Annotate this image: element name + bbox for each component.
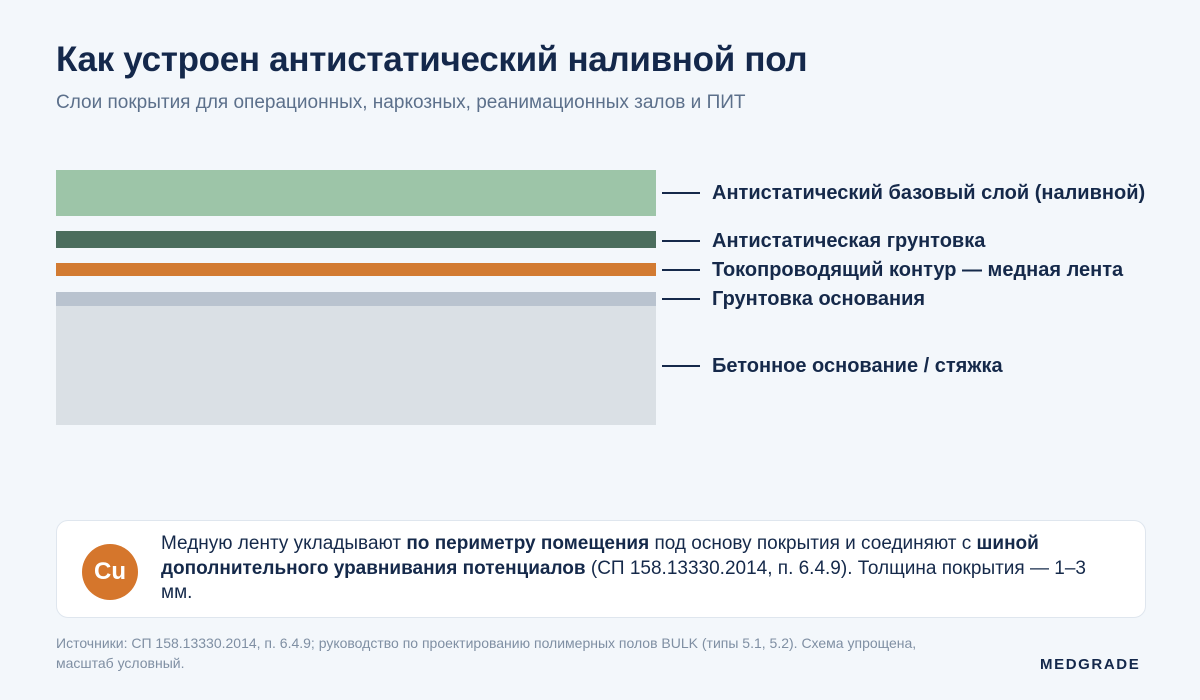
note-text-part: Медную ленту укладывают <box>161 533 407 554</box>
layer-base-coat <box>56 170 656 216</box>
sources-footnote: Источники: СП 158.13330.2014, п. 6.4.9; … <box>56 635 917 671</box>
note-emphasis-bus: шиной дополнительного уравнивания потенц… <box>161 533 1039 579</box>
page-subtitle: Слои покрытия для операционных, наркозны… <box>56 92 746 113</box>
leader-line <box>662 365 700 367</box>
leader-line <box>662 240 700 242</box>
layer-label-antistatic-primer: Антистатическая грунтовка <box>712 230 986 252</box>
leader-line <box>662 298 700 300</box>
copper-badge: Cu <box>82 544 138 600</box>
layer-label-concrete-screed: Бетонное основание / стяжка <box>712 355 1003 377</box>
layer-base-primer <box>56 292 656 306</box>
layer-copper-tape <box>56 263 656 276</box>
note-emphasis-perimeter: по периметру помещения <box>406 533 650 554</box>
note-text-part: (СП 158.13330.2014, п. 6.4.9). Толщина п… <box>161 557 1086 604</box>
copper-note-card: Cu Медную ленту укладывают по периметру … <box>56 520 1146 618</box>
layer-label-copper-tape: Токопроводящий контур — медная лента <box>712 259 1124 281</box>
page-title: Как устроен антистатический наливной пол <box>56 40 808 79</box>
layer-concrete-screed <box>56 306 656 425</box>
leader-line <box>662 192 700 194</box>
brand-logo: MEDGRADE <box>1040 656 1141 673</box>
note-text-part: под основу покрытия и соединяют с <box>649 533 977 554</box>
leader-line <box>662 269 700 271</box>
layer-antistatic-primer <box>56 231 656 248</box>
layer-label-base-coat: Антистатический базовый слой (наливной) <box>712 182 1146 204</box>
copper-note-text: Медную ленту укладывают по периметру пом… <box>161 532 1121 606</box>
layer-label-base-primer: Грунтовка основания <box>712 288 926 310</box>
